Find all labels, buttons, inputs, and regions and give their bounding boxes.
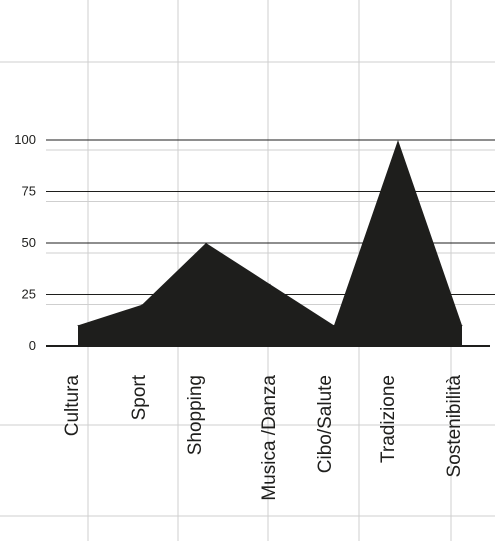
data-point — [269, 283, 271, 285]
data-point — [141, 304, 143, 306]
x-tick-label: Tradizione — [378, 375, 399, 463]
x-tick-label: Cultura — [62, 375, 83, 437]
area-series — [77, 139, 463, 346]
x-tick-label: Musica /Danza — [259, 375, 280, 501]
data-point — [397, 139, 399, 141]
y-tick-label: 75 — [22, 184, 36, 199]
data-point — [461, 324, 463, 326]
area-fill — [78, 140, 462, 346]
y-tick-label: 0 — [29, 338, 36, 353]
x-tick-labels: Cultura Sport Shopping Musica /Danza Cibo/Sa… — [62, 374, 465, 500]
x-tick-label: Cibo/Salute — [315, 375, 336, 473]
y-tick-label: 25 — [22, 287, 36, 302]
x-tick-label: Shopping — [185, 375, 206, 455]
data-point — [333, 324, 335, 326]
y-tick-label: 50 — [22, 235, 36, 250]
data-point — [77, 324, 79, 326]
y-tick-label: 100 — [14, 132, 36, 147]
data-point — [205, 242, 207, 244]
x-tick-label: Sport — [129, 374, 150, 420]
y-tick-labels: 0 25 50 75 100 — [14, 132, 36, 353]
x-tick-label: Sostenibilità — [444, 375, 465, 478]
